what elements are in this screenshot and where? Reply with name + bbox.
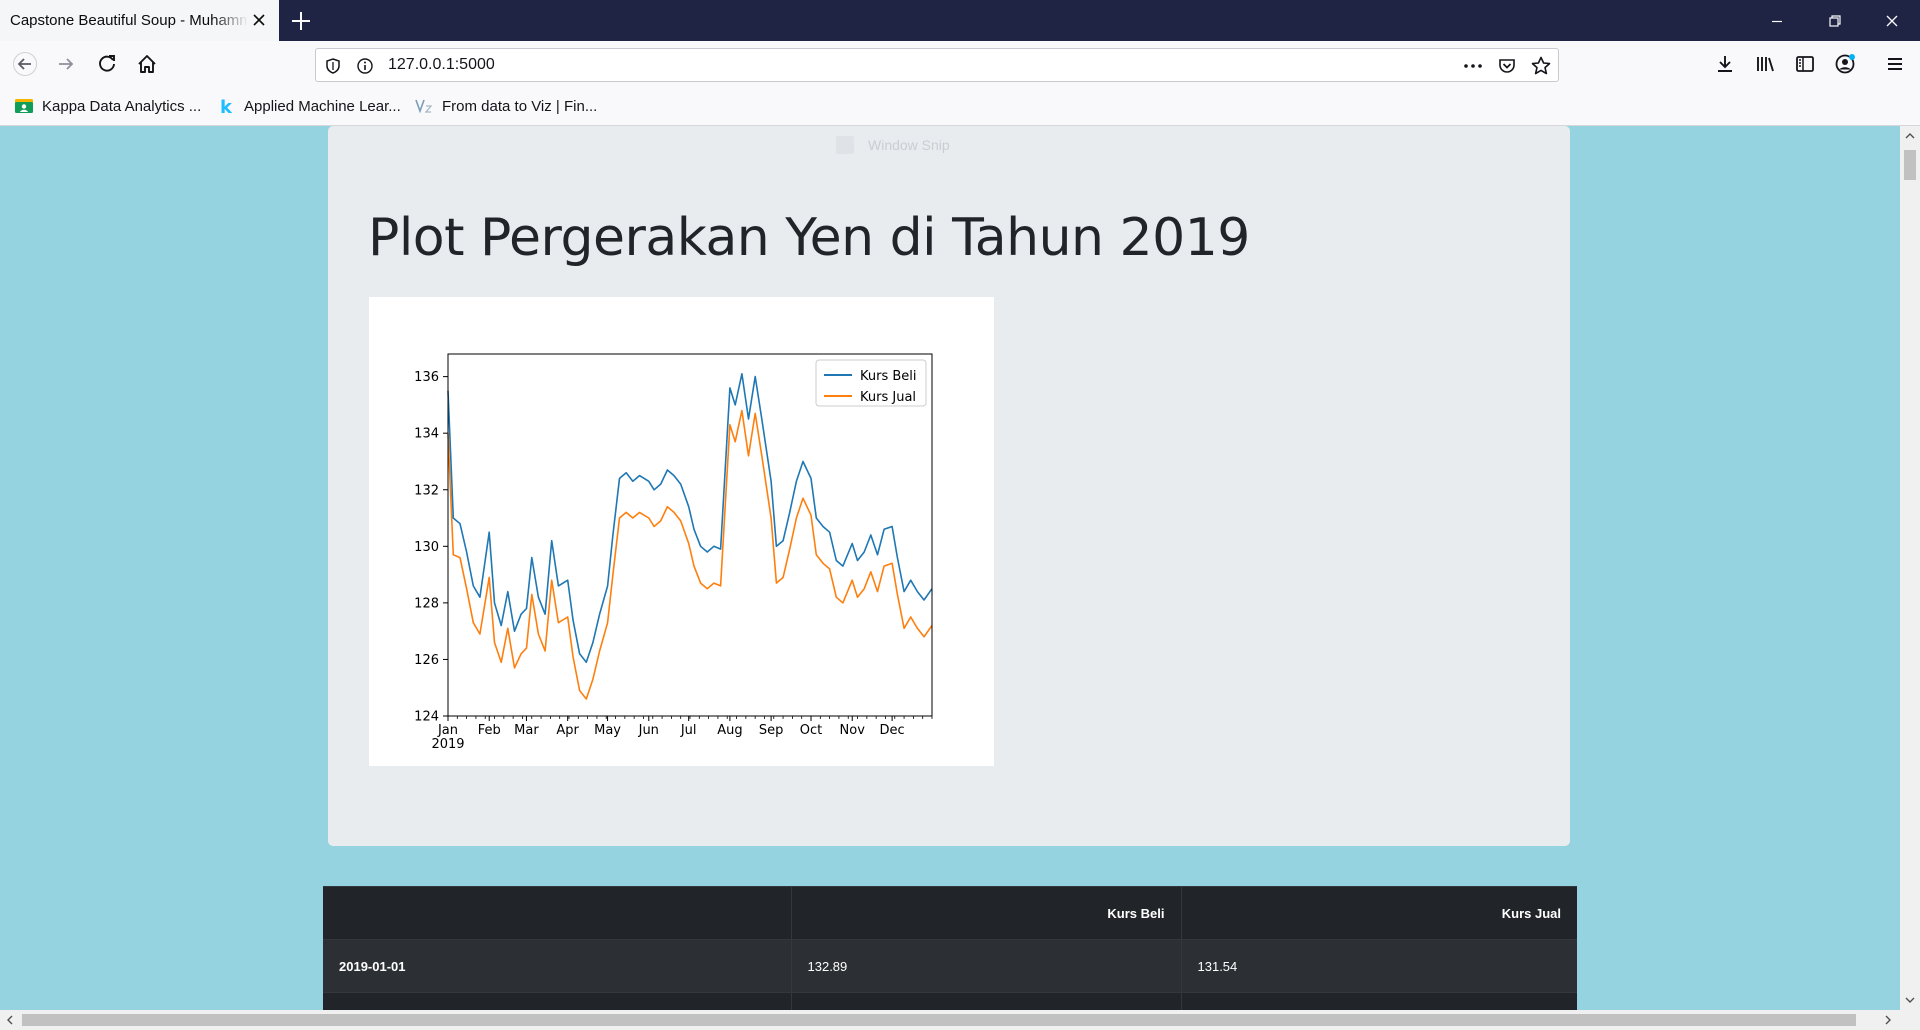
x-tick-label: Oct (800, 723, 822, 738)
more-actions-icon[interactable] (1462, 55, 1484, 77)
restore-icon[interactable] (1822, 8, 1848, 34)
series-line-kurs-jual (447, 409, 933, 700)
browser-tab[interactable]: Capstone Beautiful Soup - Muhammad (0, 0, 279, 41)
home-icon[interactable] (132, 49, 162, 79)
table-row (323, 992, 1577, 1010)
row-kurs-jual: 131.54 (1180, 939, 1577, 993)
x-tick-label: May (594, 723, 621, 738)
x-tick-label: Feb (478, 723, 501, 738)
table-header-kurs-jual: Kurs Jual (1180, 886, 1577, 940)
account-icon[interactable] (1830, 49, 1860, 79)
x-tick-label: Nov (840, 723, 866, 738)
kappa-folder-icon (14, 96, 34, 116)
viz-icon (414, 96, 434, 116)
legend-box (815, 359, 927, 407)
x-tick-label: Mar (514, 723, 539, 738)
forward-arrow-icon[interactable] (51, 49, 81, 79)
bookmark-item[interactable]: From data to Viz | Fin... (414, 96, 597, 116)
series-line-kurs-beli (447, 373, 933, 664)
y-tick-label: 124 (414, 710, 439, 725)
legend-label: Kurs Beli (860, 369, 917, 384)
bookmark-star-icon[interactable] (1530, 55, 1552, 77)
vertical-scrollbar[interactable] (1900, 126, 1920, 1010)
data-table: Kurs Beli Kurs Jual 2019-01-01 132.89 13… (323, 886, 1577, 1010)
library-icon[interactable] (1750, 49, 1780, 79)
x-tick-label: Aug (717, 723, 742, 738)
vertical-scroll-thumb[interactable] (1904, 150, 1916, 180)
chart-container: 124 126 128 130 132 134 136 Jan 2019 Feb Mar Apr May… (369, 297, 994, 766)
bookmark-label: Kappa Data Analytics ... (42, 97, 202, 115)
y-tick-label: 128 (414, 596, 439, 611)
row-date: 2019-01-01 (323, 939, 791, 993)
y-tick-label: 130 (414, 540, 439, 555)
new-tab-icon[interactable] (288, 8, 314, 34)
bookmarks-bar: Kappa Data Analytics ... k Applied Machi… (0, 86, 1920, 126)
back-arrow-icon[interactable] (10, 49, 40, 79)
bookmark-item[interactable]: Kappa Data Analytics ... (14, 96, 201, 116)
page-title: Plot Pergerakan Yen di Tahun 2019 (368, 208, 1250, 268)
row-kurs-beli: 132.89 (790, 939, 1181, 993)
bookmark-label: From data to Viz | Fin... (442, 97, 598, 115)
url-bar[interactable]: 127.0.0.1:5000 (315, 48, 1559, 82)
tab-bar: Capstone Beautiful Soup - Muhammad (0, 0, 1920, 41)
table-header-kurs-beli: Kurs Beli (790, 886, 1181, 940)
shield-icon[interactable] (322, 55, 344, 77)
y-tick-label: 132 (414, 483, 439, 498)
scroll-down-icon[interactable] (1902, 992, 1918, 1008)
bookmark-label: Applied Machine Lear... (244, 97, 401, 115)
x-tick-label: Apr (556, 723, 579, 738)
url-text[interactable]: 127.0.0.1:5000 (388, 56, 495, 73)
minimize-icon[interactable] (1764, 8, 1790, 34)
x-tick-label: Dec (880, 723, 905, 738)
y-tick-label: 134 (414, 427, 439, 442)
x-tick-label: 2019 (431, 737, 464, 752)
window-snip-overlay: Window Snip (836, 134, 1036, 156)
row-date (323, 992, 791, 1010)
scroll-up-icon[interactable] (1902, 128, 1918, 144)
reload-icon[interactable] (92, 49, 122, 79)
table-header-row: Kurs Beli Kurs Jual (323, 886, 1577, 940)
svg-text:k: k (220, 97, 233, 116)
snip-label: Window Snip (868, 137, 950, 153)
bookmark-item[interactable]: k Applied Machine Lear... (216, 96, 401, 116)
jumbotron: Window Snip Plot Pergerakan Yen di Tahun… (328, 126, 1570, 846)
snip-icon (836, 136, 854, 154)
menu-icon[interactable] (1880, 49, 1910, 79)
row-kurs-beli (790, 992, 1181, 1010)
x-tick-label: Sep (759, 723, 784, 738)
x-tick-label: Jun (638, 723, 659, 738)
x-tick-label: Jan (437, 723, 458, 738)
page-viewport: Window Snip Plot Pergerakan Yen di Tahun… (0, 126, 1900, 1010)
info-icon[interactable] (354, 55, 376, 77)
scroll-right-icon[interactable] (1880, 1012, 1896, 1028)
scroll-left-icon[interactable] (2, 1012, 18, 1028)
sidebar-icon[interactable] (1790, 49, 1820, 79)
horizontal-scrollbar[interactable] (0, 1010, 1920, 1030)
horizontal-scroll-thumb[interactable] (22, 1014, 1856, 1026)
tab-title: Capstone Beautiful Soup - Muhammad (10, 12, 248, 29)
table-row: 2019-01-01 132.89 131.54 (323, 939, 1577, 993)
download-icon[interactable] (1710, 49, 1740, 79)
legend-label: Kurs Jual (860, 390, 916, 405)
pocket-icon[interactable] (1496, 55, 1518, 77)
y-tick-label: 126 (414, 653, 439, 668)
close-tab-icon[interactable] (249, 10, 269, 30)
kaggle-k-icon: k (216, 96, 236, 116)
row-kurs-jual (1180, 992, 1577, 1010)
close-window-icon[interactable] (1879, 8, 1905, 34)
y-tick-label: 136 (414, 370, 439, 385)
x-tick-label: Jul (680, 723, 697, 738)
nav-bar: 127.0.0.1:5000 (0, 41, 1920, 86)
plot-frame (447, 353, 933, 717)
table-header-index (323, 886, 791, 940)
